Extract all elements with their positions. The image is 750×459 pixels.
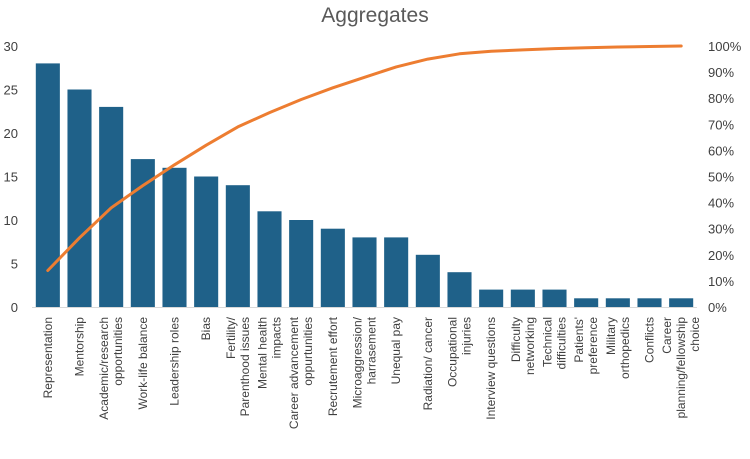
x-tick-label: Occupationalinjuries — [446, 317, 474, 387]
bar — [257, 211, 282, 307]
y-tick-label: 5 — [11, 257, 18, 272]
bar — [67, 89, 92, 307]
y2-tick-label: 40% — [708, 196, 734, 211]
bar — [605, 298, 630, 307]
x-tick-label: Fertility/Parenthood issues — [224, 316, 252, 416]
cumulative-percentage-line — [46, 44, 683, 272]
y2-tick-label: 20% — [708, 248, 734, 263]
y-tick-label: 10 — [4, 213, 18, 228]
y2-tick-label: 60% — [708, 143, 734, 158]
cumulative-line-series — [46, 44, 683, 272]
x-tick-label: Work-life balance — [136, 317, 150, 410]
x-tick-label: Bias — [199, 317, 213, 340]
bar — [669, 298, 694, 307]
x-tick-label: Patients'preference — [572, 317, 600, 375]
bar — [320, 228, 345, 307]
x-tick-label: Mentorship — [73, 317, 87, 377]
x-tick-label: Unequal pay — [389, 317, 403, 384]
bar — [130, 159, 155, 307]
x-tick-label: Mental healthimpacts — [256, 317, 284, 389]
y2-tick-label: 100% — [708, 39, 742, 54]
y2-tick-label: 50% — [708, 170, 734, 185]
bar — [447, 272, 472, 307]
chart-title: Aggregates — [321, 4, 428, 27]
x-tick-label: Representation — [41, 317, 55, 398]
x-tick-label: Conflicts — [643, 317, 657, 363]
y2-tick-label: 10% — [708, 274, 734, 289]
x-axis-labels: Representation Mentorship Academic/researc… — [41, 316, 702, 429]
x-tick-label: Leadership roles — [168, 317, 182, 406]
x-tick-label: Microaggression/harrasement — [351, 316, 379, 408]
bar — [542, 289, 567, 307]
x-tick-label: Interview questions — [484, 317, 498, 420]
x-tick-label: Career advancementoppurtunities — [287, 316, 315, 429]
x-tick-label: Technicaldifficulties — [541, 317, 569, 369]
bar — [479, 289, 504, 307]
y2-tick-label: 0% — [708, 300, 727, 315]
y-axis-left: 0 5 10 15 20 25 30 — [4, 39, 18, 315]
bar — [637, 298, 662, 307]
bar — [289, 220, 314, 307]
bar — [415, 254, 440, 307]
bar — [574, 298, 599, 307]
y-tick-label: 25 — [4, 83, 18, 98]
y2-tick-label: 80% — [708, 91, 734, 106]
bar — [510, 289, 535, 307]
y-axis-right: 0% 10% 20% 30% 40% 50% 60% 70% 80% 90% 100% — [708, 39, 742, 315]
x-tick-label: Difficultynetworking — [509, 317, 537, 375]
bar — [35, 63, 60, 308]
x-tick-label: Militaryorthopedics — [604, 317, 632, 379]
x-tick-label: Radiation/ cancer — [421, 317, 435, 410]
y2-tick-label: 90% — [708, 65, 734, 80]
y-tick-label: 0 — [11, 300, 18, 315]
y2-tick-label: 30% — [708, 222, 734, 237]
y-tick-label: 20 — [4, 126, 18, 141]
x-tick-label: Recrutement effort — [326, 316, 340, 416]
bar — [162, 167, 187, 307]
x-tick-label: Academic/researchopportunities — [97, 317, 125, 420]
y2-tick-label: 70% — [708, 117, 734, 132]
bar — [225, 185, 250, 307]
x-tick-label: Careerplanning/fellowshipchoice — [660, 317, 702, 419]
y-tick-label: 30 — [4, 39, 18, 54]
bar — [384, 237, 409, 307]
bar — [194, 176, 219, 307]
bar-series — [32, 63, 697, 308]
bar — [352, 237, 377, 307]
y-tick-label: 15 — [4, 170, 18, 185]
